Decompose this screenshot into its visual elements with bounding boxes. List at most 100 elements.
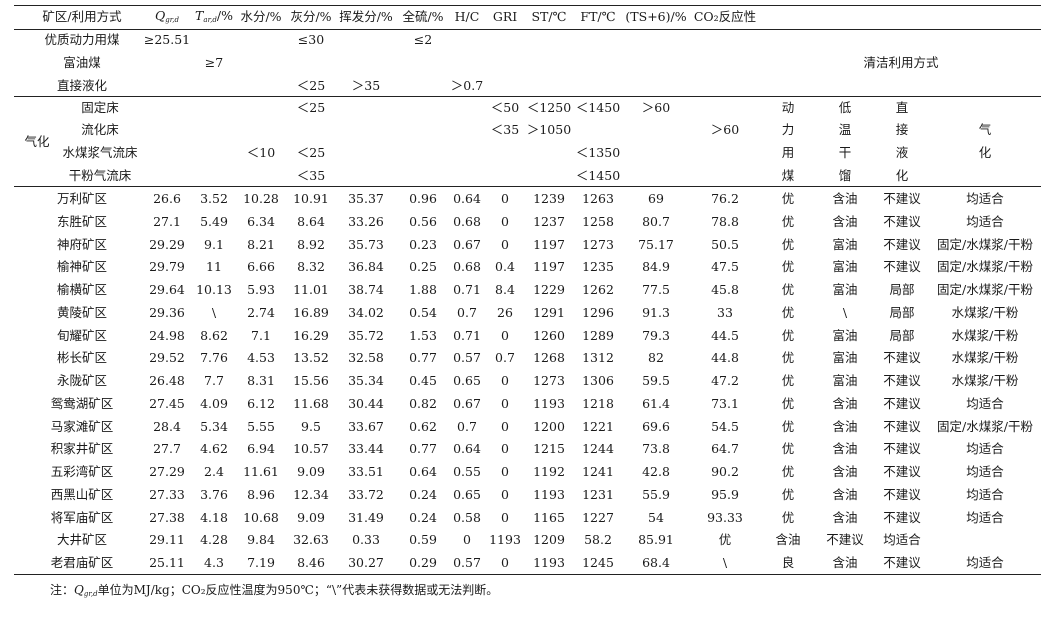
cell-sulfur: 0.24 [409,509,437,525]
cell-gri: 0 [501,509,509,525]
cell-gasification: 水煤浆/干粉 [951,327,1019,343]
cell-ft: 1273 [582,236,614,252]
header-ft: FT/℃ [580,8,616,24]
cell-ash: 15.56 [293,372,329,388]
cell-water: 6.34 [247,213,275,229]
cell-co2: 93.33 [707,509,743,525]
cell-volatile: 33.51 [348,463,384,479]
cell-hc: 0.57 [453,350,481,365]
cell-co2: 44.5 [711,327,739,343]
cell-co2: 90.2 [711,463,739,479]
cell-hc: 0.55 [453,463,481,479]
cell-qgr: 29.11 [149,532,185,547]
cell-liquefaction: 局部 [889,327,915,343]
cell-sulfur: 1.88 [409,281,437,297]
cell-tar: 11 [206,259,222,274]
cell-st: 1209 [533,532,565,547]
cell-ts6: 75.17 [638,236,674,252]
vcol3-char: 直 [895,99,909,115]
cell-volatile: 35.37 [348,190,384,206]
cell-sulfur: 0.23 [409,236,437,252]
cell-st: 1237 [533,213,565,229]
cell-qgr: 29.52 [149,350,185,365]
vcol1-char: 煤 [781,167,795,183]
cell-mine-area: 将军庙矿区 [50,509,114,525]
header-tar: Tar,d/% [195,8,233,24]
cell-water: 8.21 [247,236,275,252]
cell-co2: 50.5 [711,236,739,252]
cell-gasification: 固定/水煤浆/干粉 [937,236,1033,252]
cell-co2: 54.5 [711,418,739,434]
cell-co2: 95.9 [711,486,739,502]
cell-ash: 16.89 [293,304,329,320]
cell-qgr: 27.33 [149,486,185,502]
cell-water: 2.74 [247,304,275,320]
cell-st: 1165 [533,509,565,525]
criteria-fluid-st: ＞1050 [526,121,572,137]
cell-water: 5.93 [247,281,275,297]
cell-water: 11.61 [243,463,279,479]
vcol1-char: 用 [781,144,795,160]
cell-sulfur: 0.54 [409,304,437,320]
cell-qgr: 28.4 [153,418,181,434]
cell-liquefaction: 不建议 [883,190,921,206]
cell-water: 6.94 [247,441,275,456]
cell-hc: 0.7 [457,418,477,434]
cell-ts6: 69 [648,190,664,206]
header-hc: H/C [454,8,480,24]
cell-ts6: 84.9 [642,259,670,274]
cell-hc: 0.65 [453,372,481,388]
cell-tar: 7.76 [200,350,228,365]
cell-low-temp: 含油 [832,463,858,479]
cell-gri: 0 [501,441,509,456]
cell-qgr: 26.6 [153,190,181,206]
cell-ts6: 91.3 [642,304,670,320]
cell-co2: \ [722,554,728,570]
cell-low-temp: 含油 [832,509,858,525]
cell-qgr: 29.29 [149,236,185,252]
header-sulfur: 全硫/% [402,8,444,24]
cell-gasification: 均适合 [966,441,1004,456]
cell-st: 1193 [533,395,565,411]
cell-tar: 5.34 [200,418,228,434]
cell-liquefaction: 局部 [889,281,915,297]
cell-st: 1229 [533,281,565,297]
cell-volatile: 0.33 [352,532,380,547]
cell-gasification: 均适合 [966,486,1004,502]
cell-qgr: 26.48 [149,372,185,388]
cell-gasification: 均适合 [966,509,1004,525]
cell-water: 6.66 [247,259,275,274]
cell-qgr: 27.38 [149,509,185,525]
criteria-quality-ash: ≤30 [297,31,325,47]
cell-low-temp: 含油 [832,213,858,229]
cell-st: 1197 [533,236,565,252]
cell-sulfur: 0.62 [409,418,437,434]
cell-tar: 10.13 [196,281,232,297]
cell-power-coal: 优 [781,395,795,411]
cell-mine-area: 东胜矿区 [56,213,108,229]
cell-ft: 1218 [582,395,614,411]
cell-power-coal: 优 [781,350,795,365]
cell-gri: 1193 [489,532,521,547]
cell-mine-area: 万利矿区 [56,190,108,206]
criteria-liquef-ash: ＜25 [296,77,326,93]
cell-ash: 10.57 [293,441,329,456]
cell-ft: 1231 [582,486,614,502]
header-ash: 灰分/% [290,8,332,24]
cell-power-coal: 优 [781,281,795,297]
cell-tar: 8.62 [200,327,228,343]
cell-liquefaction: 不建议 [883,350,921,365]
cell-tar: 4.18 [200,509,228,525]
cell-gasification: 水煤浆/干粉 [951,372,1019,388]
criteria-liquef-hc: ＞0.7 [450,77,484,93]
cell-volatile: 33.67 [348,418,384,434]
vcol3-char: 化 [895,167,909,183]
cell-ash: 11.68 [293,395,329,411]
cell-sulfur: 0.59 [409,532,437,547]
cell-st: 1260 [533,327,565,343]
header-volatile: 挥发分/% [339,8,393,24]
cell-volatile: 30.27 [348,554,384,570]
cell-liquefaction: 局部 [889,304,915,320]
cell-ash: 12.34 [293,486,329,502]
criteria-bottom-rule [14,186,1041,187]
